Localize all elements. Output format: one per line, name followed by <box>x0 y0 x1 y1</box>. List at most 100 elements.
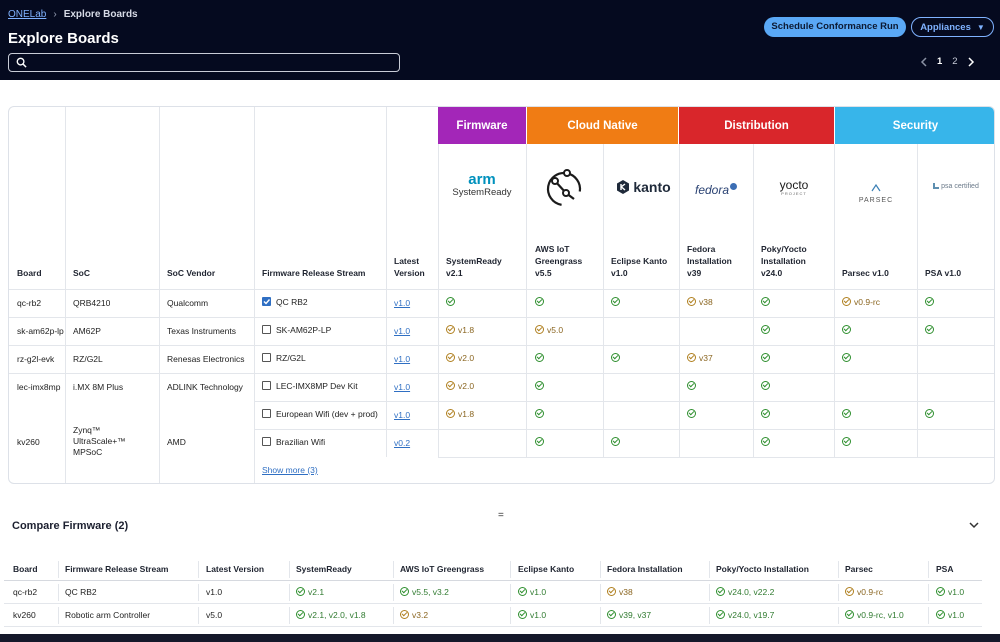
firmware-stream-checkbox[interactable]: RZ/G2L <box>262 353 306 364</box>
chevron-right-icon[interactable] <box>968 56 975 67</box>
compare-header-cell: Poky/Yocto Installation <box>716 564 809 574</box>
cell-soc-vendor: Qualcomm <box>167 298 209 308</box>
cell-soc: QRB4210 <box>73 298 111 308</box>
status-ok-icon <box>535 297 544 308</box>
status-ok-icon <box>611 437 620 448</box>
compare-cell: v0.9-rc <box>845 581 883 604</box>
compare-cell: kv260 <box>13 610 36 620</box>
status-ok-icon <box>535 353 544 364</box>
status-ok-icon <box>761 353 770 364</box>
firmware-stream-checkbox[interactable]: European Wifi (dev + prod) <box>262 409 378 420</box>
compare-cell: v0.9-rc, v1.0 <box>845 604 904 627</box>
breadcrumb: ONELab › Explore Boards <box>8 9 138 20</box>
status-ok-icon <box>925 409 934 420</box>
column-header-board[interactable]: Board <box>17 268 42 278</box>
compare-cell: v5.5, v3.2 <box>400 581 449 604</box>
breadcrumb-current: Explore Boards <box>63 9 138 20</box>
pagination: 1 2 <box>920 56 975 67</box>
search-input[interactable] <box>8 53 400 72</box>
column-header-soc-vendor[interactable]: SoC Vendor <box>167 268 216 278</box>
status-ok-icon <box>535 409 544 420</box>
yocto-logo: yocto PROJECT <box>779 178 809 196</box>
compare-header-cell: Firmware Release Stream <box>65 564 169 574</box>
compare-header-cell: Fedora Installation <box>607 564 683 574</box>
row-divider <box>254 429 994 430</box>
status-ok-icon <box>535 381 544 392</box>
status-ok-icon <box>446 297 455 308</box>
page-1-button[interactable]: 1 <box>937 56 943 67</box>
chevron-left-icon[interactable] <box>920 56 927 67</box>
category-security: Security <box>835 107 994 144</box>
page-title: Explore Boards <box>8 30 119 47</box>
column-divider <box>386 107 387 457</box>
column-header-latest-version[interactable]: Latest Version <box>394 256 425 278</box>
status-warning-icon: v0.9-rc <box>842 297 880 308</box>
fedora-logo: fedora <box>685 181 747 199</box>
column-header-parsec[interactable]: Parsec v1.0 <box>842 268 889 278</box>
status-warning-icon <box>607 587 616 596</box>
latest-version-link[interactable]: v1.0 <box>394 298 411 308</box>
latest-version-link[interactable]: v1.0 <box>394 354 411 364</box>
status-ok-icon <box>400 587 409 596</box>
chevron-down-icon[interactable] <box>968 520 980 530</box>
row-divider <box>438 457 994 458</box>
latest-version-link[interactable]: v1.0 <box>394 410 411 420</box>
resize-handle[interactable]: = <box>498 510 504 521</box>
compare-cell: Robotic arm Controller <box>65 610 151 620</box>
chevron-right-icon: › <box>53 9 57 20</box>
column-divider <box>753 144 754 457</box>
firmware-stream-checkbox[interactable]: LEC-IMX8MP Dev Kit <box>262 381 358 392</box>
compare-header-cell: Board <box>13 564 38 574</box>
column-header-soc[interactable]: SoC <box>73 268 90 278</box>
status-ok-icon <box>607 610 616 619</box>
schedule-conformance-run-button[interactable]: Schedule Conformance Run <box>764 17 906 37</box>
compare-cell: v24.0, v22.2 <box>716 581 774 604</box>
cell-soc-vendor: Renesas Electronics <box>167 354 245 364</box>
checkbox-unchecked-icon[interactable] <box>262 353 271 362</box>
status-ok-icon <box>611 297 620 308</box>
column-header-firmware-release-stream[interactable]: Firmware Release Stream <box>262 268 366 278</box>
column-header-aws-iot-greengrass[interactable]: AWS IoT Greengrass v5.5 <box>535 244 583 278</box>
firmware-stream-checkbox[interactable]: Brazilian Wifi <box>262 437 325 448</box>
status-ok-icon <box>687 409 696 420</box>
checkbox-unchecked-icon[interactable] <box>262 409 271 418</box>
column-header-psa[interactable]: PSA v1.0 <box>925 268 962 278</box>
status-ok-icon <box>761 325 770 336</box>
latest-version-link[interactable]: v1.0 <box>394 326 411 336</box>
firmware-stream-checkbox[interactable]: SK-AM62P-LP <box>262 325 331 336</box>
cell-board: rz-g2l-evk <box>17 354 55 364</box>
show-more-link[interactable]: Show more (3) <box>262 465 318 475</box>
column-divider <box>603 144 604 457</box>
checkbox-checked-icon[interactable] <box>262 297 271 306</box>
column-header-fedora-installation[interactable]: Fedora Installation v39 <box>687 244 732 278</box>
cell-soc: Zynq™ UltraScale+™ MPSoC <box>73 425 126 457</box>
status-ok-icon <box>925 325 934 336</box>
column-header-eclipse-kanto[interactable]: Eclipse Kanto v1.0 <box>611 256 668 278</box>
compare-cell: qc-rb2 <box>13 587 38 597</box>
compare-cell: v1.0 <box>206 587 223 597</box>
status-ok-icon <box>296 610 305 619</box>
firmware-stream-checkbox[interactable]: QC RB2 <box>262 297 308 308</box>
status-warning-icon: v38 <box>687 297 713 308</box>
compare-header-cell: Latest Version <box>206 564 265 574</box>
column-header-systemready[interactable]: SystemReady v2.1 <box>446 256 502 278</box>
parsec-logo: PARSEC <box>844 179 908 204</box>
status-ok-icon <box>761 437 770 448</box>
page-2-button[interactable]: 2 <box>952 56 958 67</box>
status-ok-icon <box>716 610 725 619</box>
checkbox-unchecked-icon[interactable] <box>262 325 271 334</box>
compare-firmware-title: Compare Firmware (2) <box>12 520 129 532</box>
status-ok-icon <box>842 437 851 448</box>
latest-version-link[interactable]: v1.0 <box>394 382 411 392</box>
latest-version-link[interactable]: v0.2 <box>394 438 411 448</box>
checkbox-unchecked-icon[interactable] <box>262 437 271 446</box>
compare-cell: v5.0 <box>206 610 223 620</box>
compare-table-row: qc-rb2 QC RB2 v1.0 v2.1 v5.5, v3.2 v1.0 … <box>4 581 982 604</box>
checkbox-unchecked-icon[interactable] <box>262 381 271 390</box>
compare-header-cell: Parsec <box>845 564 873 574</box>
breadcrumb-home-link[interactable]: ONELab <box>8 9 47 20</box>
appliances-dropdown-button[interactable]: Appliances ▼ <box>911 17 994 37</box>
status-ok-icon <box>842 353 851 364</box>
column-header-poky-yocto-installation[interactable]: Poky/Yocto Installation v24.0 <box>761 244 807 278</box>
cell-board: lec-imx8mp <box>17 382 61 392</box>
